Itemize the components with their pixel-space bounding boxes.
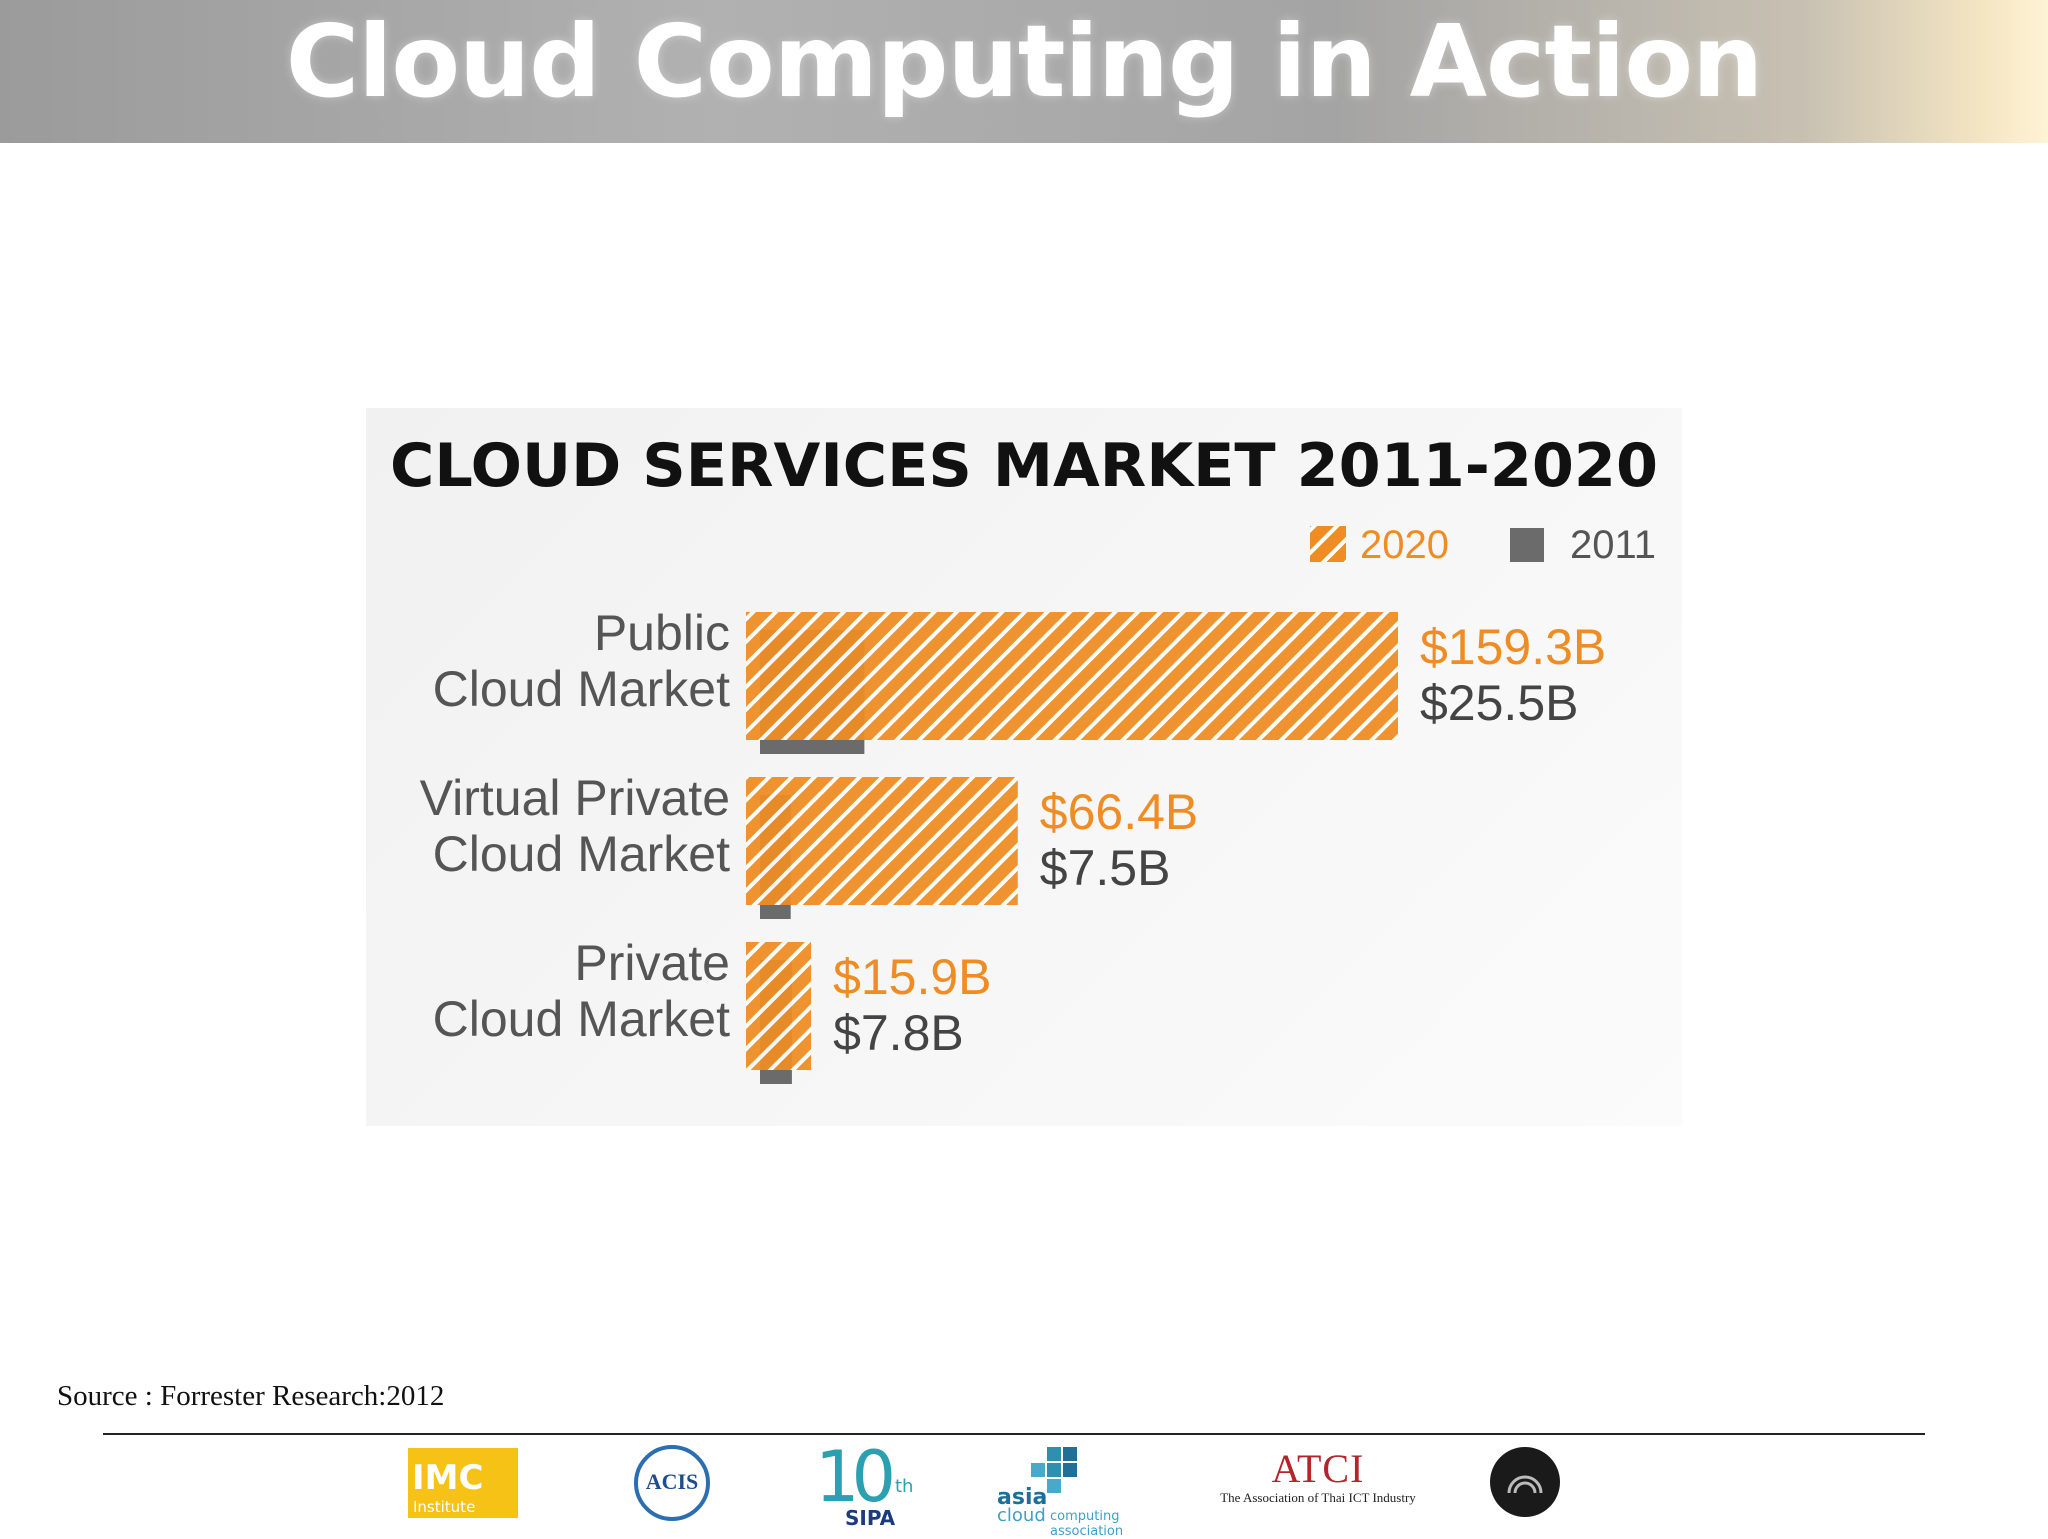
- category-label-virtual-private: Virtual Private Cloud Market: [420, 770, 730, 882]
- legend-swatch-2011: [1510, 528, 1544, 562]
- value-label-2011-private: $7.8B: [833, 1005, 964, 1061]
- value-label-2011-virtual-private: $7.5B: [1040, 840, 1171, 896]
- asia-logo-tagline: computing association: [1050, 1509, 1124, 1539]
- asia-logo-subtext: cloud: [997, 1505, 1046, 1526]
- sipa-logo-name: SIPA: [845, 1506, 896, 1530]
- bar-2020-public: [746, 612, 1398, 740]
- category-label-private: Private Cloud Market: [433, 935, 730, 1047]
- asia-cloud-computing-association-logo: asia cloud computing association: [995, 1445, 1195, 1539]
- sipa-10th-logo: 10 th SIPA: [815, 1436, 925, 1530]
- acis-logo-text: ACIS: [645, 1469, 699, 1494]
- bar-2020-private: [746, 942, 812, 1070]
- imc-logo-text: IMC: [412, 1458, 484, 1498]
- category-label-public: Public Cloud Market: [433, 605, 730, 717]
- value-label-2011-public: $25.5B: [1420, 675, 1578, 731]
- atci-logo: ATCI The Association of Thai ICT Industr…: [1208, 1445, 1428, 1525]
- sipa-logo-number: 10: [815, 1436, 896, 1518]
- imc-logo-subtext: Institute: [413, 1498, 476, 1516]
- chart-title: CLOUD SERVICES MARKET 2011-2020: [390, 431, 1658, 501]
- arc-icon: [1507, 1475, 1543, 1494]
- legend-swatch-2020: [1310, 526, 1346, 562]
- atci-logo-text: ATCI: [1271, 1446, 1365, 1491]
- bar-chart: CLOUD SERVICES MARKET 2011-2020 2020 2011 P…: [390, 431, 1658, 1084]
- legend-label-2020: 2020: [1360, 523, 1449, 567]
- asia-logo-text: asia: [997, 1485, 1048, 1510]
- cloud-council-logo: [1490, 1447, 1560, 1517]
- acis-logo: ACIS: [634, 1445, 710, 1521]
- source-citation: Source : Forrester Research:2012: [57, 1380, 445, 1412]
- imc-institute-logo: IMC Institute: [408, 1448, 518, 1518]
- header-banner: Cloud Computing in Action: [0, 0, 2048, 143]
- footer-divider: [103, 1433, 1925, 1435]
- page-title: Cloud Computing in Action: [285, 3, 1764, 120]
- bar-2020-virtual-private: [746, 777, 1018, 905]
- atci-logo-subtext: The Association of Thai ICT Industry: [1220, 1490, 1416, 1505]
- value-label-2020-virtual-private: $66.4B: [1040, 784, 1198, 840]
- value-label-2020-private: $15.9B: [833, 949, 991, 1005]
- sipa-logo-suffix: th: [895, 1476, 914, 1497]
- value-label-2020-public: $159.3B: [1420, 619, 1606, 675]
- legend-label-2011: 2011: [1570, 523, 1656, 567]
- chart-panel: CLOUD SERVICES MARKET 2011-2020 2020 2011 P…: [366, 408, 1682, 1126]
